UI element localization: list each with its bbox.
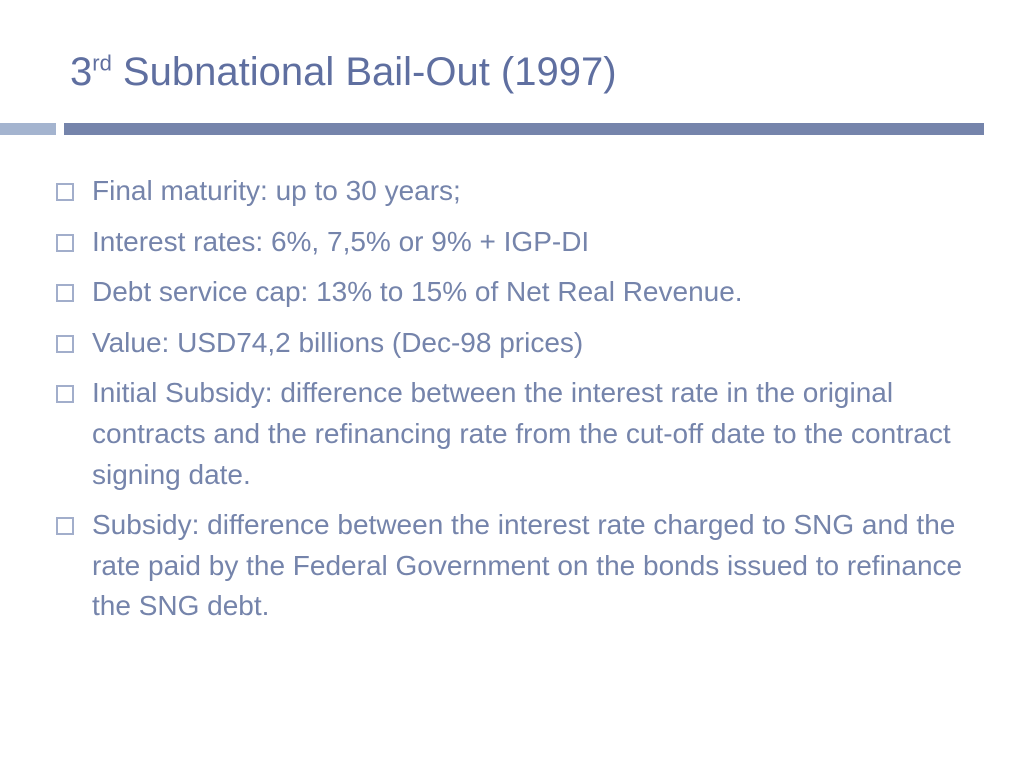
list-item: Initial Subsidy: difference between the …: [50, 373, 984, 495]
bullet-text: Interest rates: 6%, 7,5% or 9% + IGP-DI: [92, 226, 589, 257]
list-item: Debt service cap: 13% to 15% of Net Real…: [50, 272, 984, 313]
slide: 3rd Subnational Bail-Out (1997) Final ma…: [0, 0, 1024, 768]
bullet-text: Final maturity: up to 30 years;: [92, 175, 461, 206]
list-item: Subsidy: difference between the interest…: [50, 505, 984, 627]
title-ordinal: rd: [92, 51, 112, 76]
divider-gap: [56, 123, 64, 135]
list-item: Final maturity: up to 30 years;: [50, 171, 984, 212]
title-prefix: 3: [70, 50, 92, 94]
bullet-text: Subsidy: difference between the interest…: [92, 509, 962, 621]
bullet-text: Debt service cap: 13% to 15% of Net Real…: [92, 276, 743, 307]
bullet-list: Final maturity: up to 30 years; Interest…: [40, 171, 984, 627]
list-item: Interest rates: 6%, 7,5% or 9% + IGP-DI: [50, 222, 984, 263]
title-rest: Subnational Bail-Out (1997): [112, 50, 617, 94]
bullet-text: Initial Subsidy: difference between the …: [92, 377, 951, 489]
divider-main: [64, 123, 984, 135]
bullet-text: Value: USD74,2 billions (Dec-98 prices): [92, 327, 583, 358]
title-divider: [0, 123, 984, 135]
slide-title: 3rd Subnational Bail-Out (1997): [70, 50, 984, 95]
divider-accent: [0, 123, 56, 135]
list-item: Value: USD74,2 billions (Dec-98 prices): [50, 323, 984, 364]
